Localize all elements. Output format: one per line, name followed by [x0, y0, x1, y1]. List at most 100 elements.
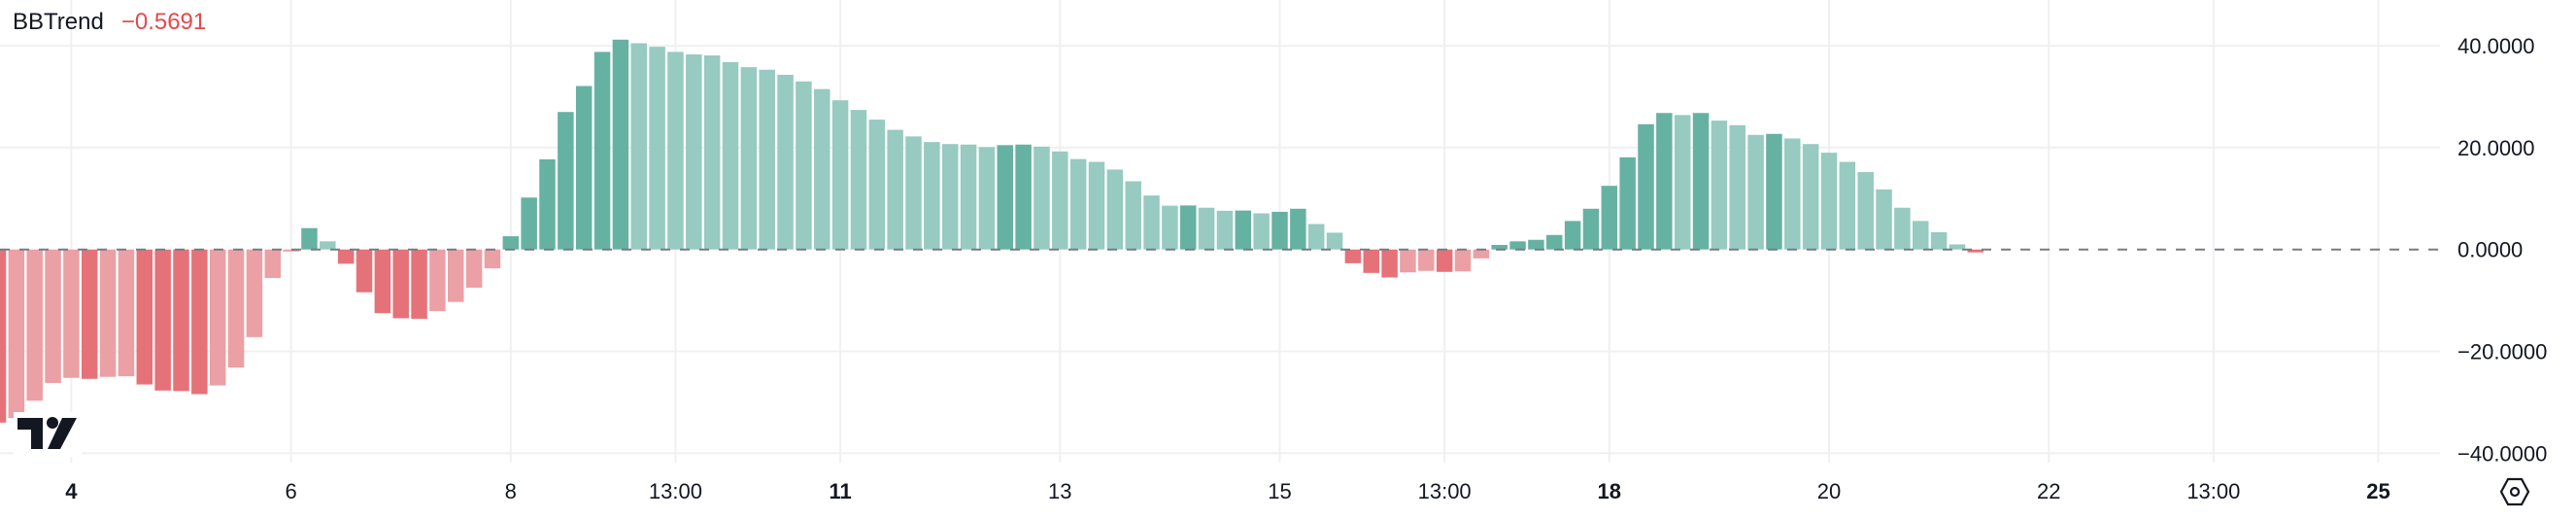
histogram-bar: [1473, 249, 1490, 259]
histogram-bar: [1491, 244, 1508, 250]
histogram-bar: [630, 43, 647, 250]
histogram-bar: [612, 39, 629, 250]
histogram-bar: [356, 249, 373, 293]
y-tick-label: 0.0000: [2457, 238, 2523, 262]
settings-icon[interactable]: [2498, 476, 2531, 507]
histogram-bars: [0, 39, 1984, 423]
histogram-bar: [1619, 156, 1636, 250]
histogram-bar: [154, 249, 171, 391]
histogram-bar: [283, 249, 299, 252]
histogram-bar: [99, 249, 117, 377]
histogram-bar: [1528, 239, 1544, 250]
histogram-bar: [1381, 249, 1398, 278]
histogram-bar: [905, 136, 922, 250]
histogram-bar: [1564, 221, 1581, 250]
histogram-bar: [0, 249, 7, 423]
histogram-bar: [1692, 113, 1710, 250]
histogram-bar: [1326, 232, 1343, 250]
histogram-bar: [941, 144, 959, 250]
histogram-bar: [1162, 205, 1178, 250]
x-axis[interactable]: 4 6 8 13:00 11 13 15 13:00 18 20 22 13:00 25: [65, 479, 2390, 503]
histogram-bar: [1069, 158, 1087, 250]
histogram-bar: [1307, 224, 1325, 250]
x-tick-label: 6: [285, 479, 296, 503]
y-tick-label: −20.0000: [2457, 340, 2547, 364]
histogram-bar: [63, 249, 80, 378]
histogram-bar: [320, 241, 336, 250]
histogram-bar: [1601, 186, 1618, 250]
y-axis[interactable]: 40.0000 20.0000 0.0000 −20.0000 −40.0000: [2457, 34, 2547, 466]
histogram-bar: [1198, 207, 1215, 250]
x-tick-label: 13:00: [1418, 479, 1472, 503]
histogram-bar: [649, 47, 665, 250]
histogram-bar: [1088, 161, 1105, 250]
x-tick-label: 13:00: [2186, 479, 2240, 503]
histogram-bar: [1454, 249, 1472, 272]
histogram-bar: [1802, 144, 1819, 250]
histogram-bar: [8, 249, 25, 419]
histogram-bar: [1674, 115, 1691, 250]
histogram-bar: [796, 81, 812, 250]
histogram-bar: [429, 249, 446, 312]
histogram-bar: [1930, 231, 1948, 250]
histogram-bar: [411, 249, 427, 319]
histogram-bar: [960, 144, 977, 250]
histogram-bar: [1820, 153, 1838, 250]
histogram-bar: [1418, 249, 1435, 271]
x-tick-label: 11: [829, 479, 851, 503]
y-tick-label: 40.0000: [2457, 34, 2535, 58]
histogram-bar: [484, 249, 501, 269]
y-tick-label: −40.0000: [2457, 441, 2547, 466]
histogram-bar: [1363, 249, 1379, 273]
histogram-bar: [1894, 207, 1911, 250]
x-tick-label: 22: [2037, 479, 2060, 503]
tradingview-logo[interactable]: [14, 412, 82, 457]
histogram-bar: [1253, 213, 1270, 250]
histogram-bar: [191, 249, 208, 395]
histogram-bar: [502, 236, 520, 250]
histogram-bar: [1638, 123, 1654, 250]
histogram-bar: [337, 249, 355, 264]
tradingview-logo-icon: [17, 417, 77, 449]
x-tick-label: 15: [1268, 479, 1291, 503]
indicator-name: BBTrend: [13, 9, 104, 35]
indicator-legend[interactable]: BBTrend −0.5691: [13, 9, 206, 36]
histogram-bar: [1967, 249, 1984, 253]
histogram-bar: [301, 227, 318, 250]
histogram-bar: [1052, 151, 1068, 250]
histogram-bar: [1125, 181, 1141, 250]
histogram-bar: [887, 129, 903, 250]
histogram-bar: [374, 249, 391, 314]
histogram-bar: [1784, 138, 1801, 250]
histogram-bar: [118, 249, 135, 377]
histogram-bar: [465, 249, 483, 288]
histogram-bar: [26, 249, 43, 401]
histogram-bar: [703, 55, 721, 250]
histogram-bar: [831, 100, 849, 250]
histogram-bar: [448, 249, 464, 302]
histogram-bar: [264, 249, 281, 279]
histogram-bar: [82, 249, 98, 379]
histogram-bar: [1729, 124, 1746, 250]
histogram-bar: [209, 249, 226, 386]
histogram-bar: [1344, 249, 1362, 263]
histogram-bar: [1582, 208, 1600, 250]
x-tick-label: 18: [1598, 479, 1621, 503]
histogram-bar: [978, 147, 996, 250]
histogram-bar: [227, 249, 245, 368]
histogram-bar: [1180, 205, 1197, 250]
histogram-bar: [1766, 133, 1782, 250]
histogram-bar: [777, 74, 794, 250]
histogram-bar: [740, 67, 758, 250]
histogram-bar: [593, 52, 611, 250]
histogram-bar: [924, 142, 940, 250]
histogram-bar: [1857, 172, 1874, 250]
histogram-bar: [1106, 169, 1124, 250]
histogram-bar: [686, 54, 702, 250]
histogram-bar: [1436, 249, 1453, 272]
histogram-bar: [1546, 234, 1563, 250]
histogram-bar: [997, 145, 1013, 250]
x-tick-label: 8: [505, 479, 517, 503]
histogram-bar: [575, 86, 593, 250]
